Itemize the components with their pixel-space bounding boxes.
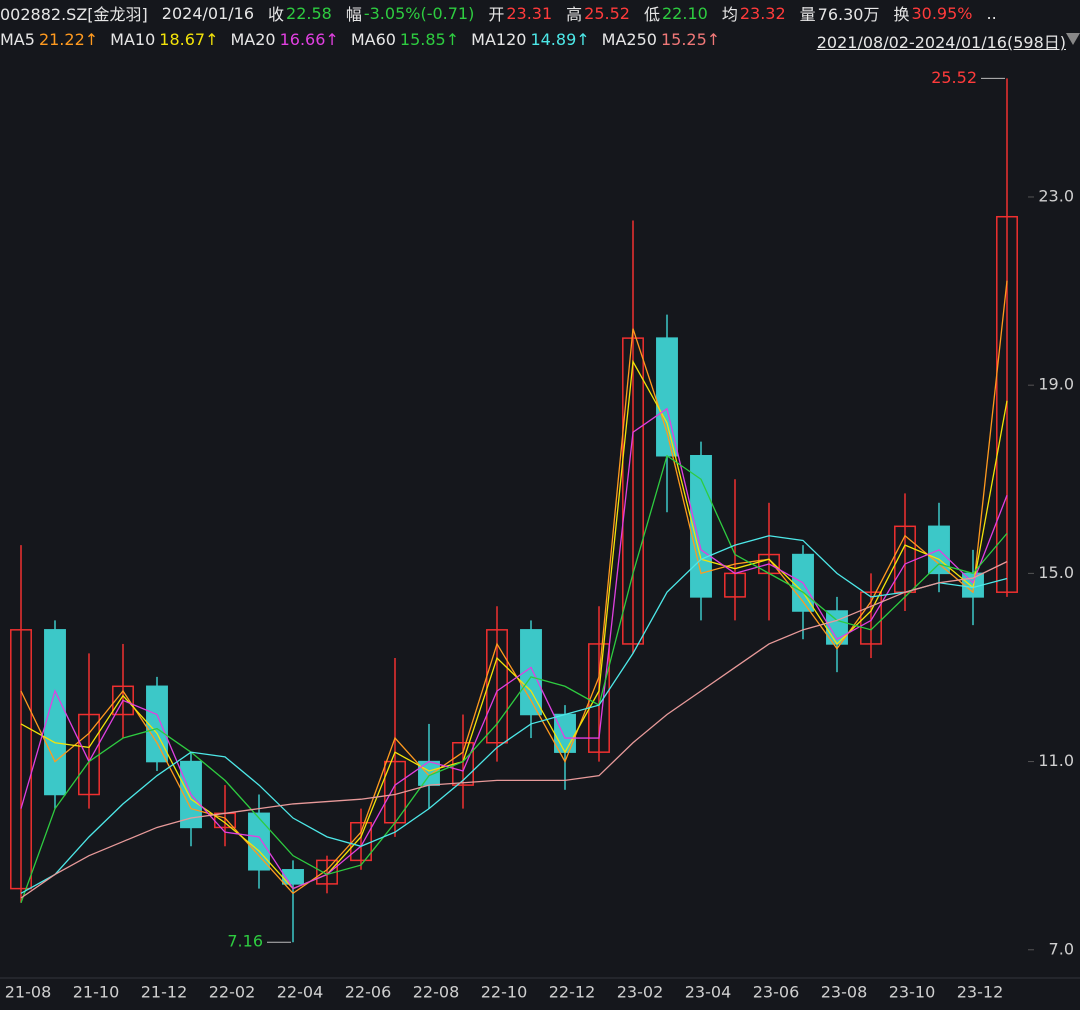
x-tick-label: 21-10	[73, 983, 120, 1002]
candle-body	[860, 591, 882, 645]
x-tick-label: 21-12	[141, 983, 188, 1002]
y-tick-label: 23.0	[1038, 186, 1074, 205]
ma-line	[20, 561, 1008, 899]
legend-value: 14.89↑	[530, 29, 590, 49]
candle-body	[248, 812, 270, 871]
ma-line	[20, 454, 1008, 903]
quote-label: 均	[721, 5, 738, 24]
legend-name: MA10	[110, 29, 156, 49]
x-tick-label: 23-04	[685, 983, 732, 1002]
candle-body	[10, 629, 32, 890]
quote-label: 2024/01/16	[161, 3, 254, 23]
ma-line	[20, 407, 1008, 890]
candle-body	[622, 337, 644, 645]
annotation-label: 7.16	[227, 932, 263, 951]
legend-name: MA250	[601, 29, 657, 49]
candle-body	[554, 713, 576, 753]
x-tick-label: 23-06	[753, 983, 800, 1002]
candle-body	[44, 629, 66, 796]
candle-body	[146, 685, 168, 763]
quote-label: 高	[566, 5, 583, 24]
ma-line	[20, 535, 1008, 894]
date-range[interactable]: 2021/08/02-2024/01/16(598日)	[816, 33, 1066, 52]
quote-label: 低	[643, 5, 660, 24]
x-tick-label: 22-08	[413, 983, 460, 1002]
annotation-label: 25.52	[931, 68, 977, 87]
quote-value: 25.52	[584, 3, 630, 23]
candle-body	[690, 454, 712, 598]
quote-value: 76.30万	[817, 5, 880, 24]
quote-value: -3.05%(-0.71)	[363, 3, 475, 23]
x-tick-label: 23-10	[889, 983, 936, 1002]
quote-value: 23.32	[739, 3, 786, 23]
quote-label: 开	[488, 5, 505, 24]
x-tick-label: 23-02	[617, 983, 664, 1002]
candle-body	[996, 215, 1018, 593]
quote-label: 量	[799, 5, 816, 24]
quote-header: 002882.SZ[金龙羽] 2024/01/16 收 22.58 幅 -3.05%(-0…	[0, 0, 1080, 26]
legend-name: MA60	[350, 29, 396, 49]
legend-name: MA20	[230, 29, 276, 49]
ma-line	[20, 280, 1008, 895]
quote-value: 22.58	[286, 3, 332, 23]
y-tick-label: 15.0	[1038, 563, 1074, 582]
quote-value: 23.31	[506, 3, 553, 23]
dropdown-icon[interactable]	[1066, 33, 1080, 45]
quote-value: 22.10	[662, 3, 708, 23]
legend-value: 18.67↑	[159, 29, 219, 49]
candle-body	[520, 629, 542, 716]
candle-body	[588, 643, 610, 753]
legend-value: 15.25↑	[660, 29, 721, 49]
quote-label: 002882.SZ[金龙羽]	[0, 5, 148, 24]
x-tick-label: 22-06	[345, 983, 392, 1002]
legend-value: 16.66↑	[279, 29, 339, 49]
quote-label: 换	[893, 5, 910, 24]
y-tick-label: 11.0	[1038, 751, 1074, 770]
x-tick-label: 23-08	[821, 983, 868, 1002]
ma-line	[20, 359, 1008, 890]
quote-label: 收	[268, 5, 285, 24]
legend-name: MA5	[0, 29, 35, 49]
x-tick-label: 23-12	[957, 983, 1004, 1002]
y-tick-label: 7.0	[1049, 939, 1074, 958]
quote-label: ..	[986, 3, 997, 23]
x-tick-label: 21-08	[5, 983, 52, 1002]
ma-legend: MA5 21.22↑ MA10 18.67↑ MA20 16.66↑ MA60 15.85↑ M…	[0, 27, 1080, 51]
legend-name: MA120	[471, 29, 527, 49]
x-tick-label: 22-02	[209, 983, 256, 1002]
candle-body	[112, 685, 134, 716]
quote-label: 幅	[345, 5, 362, 24]
legend-value: 15.85↑	[399, 29, 460, 49]
y-tick-label: 19.0	[1038, 375, 1074, 394]
x-tick-label: 22-04	[277, 983, 324, 1002]
x-tick-label: 22-10	[481, 983, 528, 1002]
candle-body	[486, 629, 508, 744]
x-tick-label: 22-12	[549, 983, 596, 1002]
quote-value: 30.95%	[911, 3, 973, 23]
legend-value: 21.22↑	[38, 29, 99, 49]
